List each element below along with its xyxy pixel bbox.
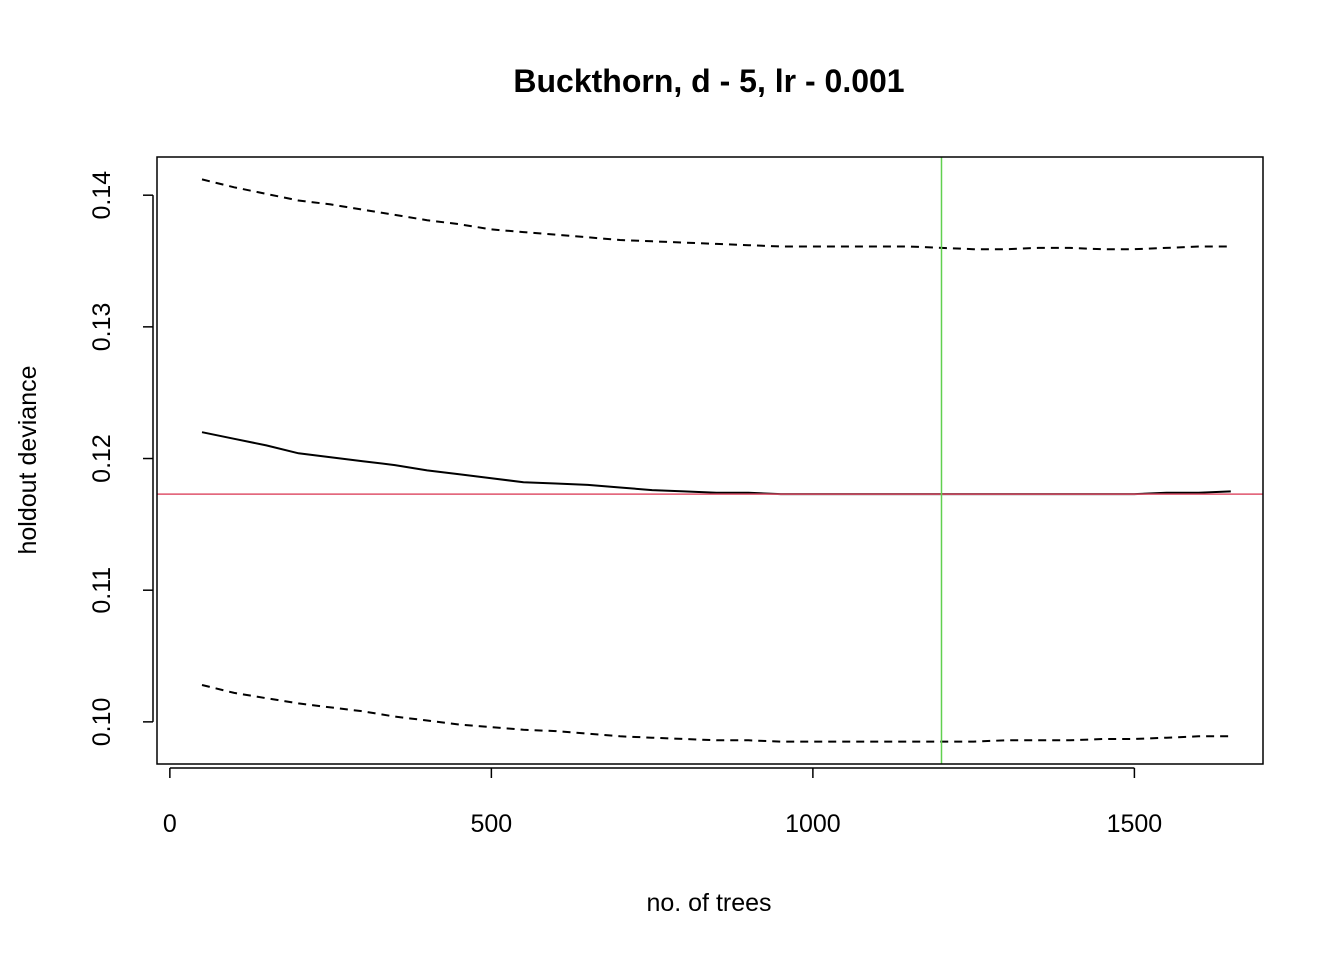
chart-title: Buckthorn, d - 5, lr - 0.001 bbox=[513, 63, 904, 99]
plot-frame bbox=[156, 156, 1264, 765]
plot-area bbox=[157, 157, 1263, 764]
y-axis: 0.10 0.11 0.12 0.13 0.14 bbox=[88, 171, 154, 747]
y-axis-label: holdout deviance bbox=[14, 365, 42, 554]
x-tick-label: 0 bbox=[163, 810, 177, 838]
y-tick-label: 0.11 bbox=[88, 567, 116, 614]
x-tick-label: 1500 bbox=[1107, 810, 1163, 838]
x-tick-label: 1000 bbox=[785, 810, 841, 838]
y-tick-label: 0.10 bbox=[88, 698, 116, 747]
y-tick-label: 0.14 bbox=[88, 171, 116, 220]
series-line-lower bbox=[201, 684, 1231, 743]
x-tick-label: 500 bbox=[471, 810, 513, 838]
y-tick-label: 0.12 bbox=[88, 434, 116, 483]
y-tick-label: 0.13 bbox=[88, 303, 116, 352]
x-axis-label: no. of trees bbox=[646, 889, 771, 917]
series-line-upper bbox=[201, 178, 1231, 251]
x-axis: 0 500 1000 1500 bbox=[163, 767, 1163, 838]
